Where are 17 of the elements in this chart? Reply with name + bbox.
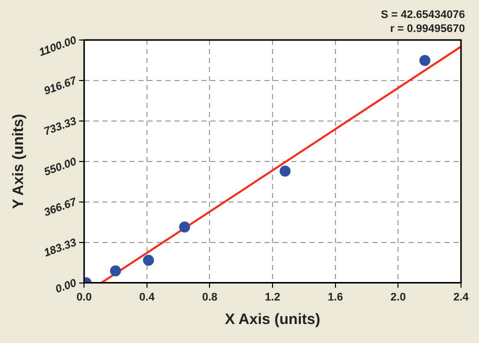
x-tick-label: 0.8 [202,291,218,304]
x-tick-label: 1.6 [328,291,344,304]
x-tick-label: 2.4 [453,291,470,304]
x-tick-label: 0.0 [76,291,92,304]
y-axis-title: Y Axis (units) [10,114,28,209]
y-tick-label: 0.00 [54,277,78,296]
y-tick-label: 550.00 [42,156,78,179]
y-tick-label: 366.67 [42,196,79,220]
text: S = 42.65434076 [380,8,465,22]
text: r = 0.99495670 [389,22,465,36]
x-tick-label: 2.0 [390,291,406,304]
y-tick-label: 733.33 [42,115,78,138]
y-tick-label: 916.67 [42,74,79,98]
y-tick-label: 183.33 [42,236,78,260]
x-tick-label: 0.4 [139,291,156,304]
x-tick-label: 1.2 [264,291,280,304]
x-axis-title: X Axis (units) [224,311,320,328]
